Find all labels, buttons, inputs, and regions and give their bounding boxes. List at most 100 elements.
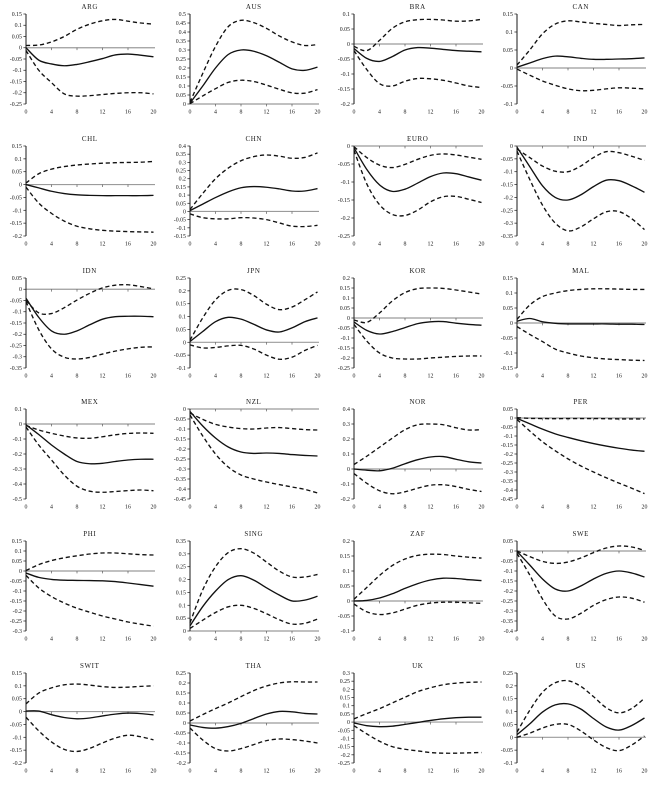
mean-line — [25, 710, 154, 720]
y-tick-label: 0 — [347, 720, 350, 726]
y-tick-label: 0.15 — [175, 591, 185, 597]
x-tick-label: 20 — [314, 109, 320, 115]
y-tick-label: 0 — [510, 321, 513, 327]
lower-band-line — [516, 325, 645, 361]
mean-line — [25, 424, 154, 466]
irf-panel-CHN: CHN 0.4 0.35 0.3 0.25 0.2 0.15 0.1 0.05 0 -0.05 -0.… — [164, 132, 328, 264]
y-tick-label: -0.1 — [13, 589, 22, 595]
x-tick-label: 16 — [453, 109, 459, 115]
x-tick-label: 16 — [125, 769, 131, 775]
irf-panel-ARG: ARG 0.15 0.1 0.05 0 -0.05 -0.1 -0.15 -0.2 -0.25 0 4… — [0, 0, 164, 132]
y-tick-label: -0.05 — [10, 579, 22, 585]
mean-line — [353, 716, 481, 728]
y-tick-label: -0.1 — [340, 737, 349, 743]
y-tick-label: -0.1 — [176, 366, 185, 372]
x-tick-label: 20 — [478, 373, 484, 379]
mean-line — [189, 411, 318, 458]
lower-band-line — [352, 323, 481, 360]
y-tick-label: 0.15 — [339, 696, 349, 702]
irf-chart-NZL: NZL 0 -0.05 -0.1 -0.15 -0.2 -0.25 -0.3 -0.35 -0.4… — [174, 398, 321, 511]
x-tick-label: 4 — [541, 373, 544, 379]
y-tick-label: 0.25 — [175, 671, 185, 677]
x-tick-label: 8 — [403, 373, 406, 379]
y-tick-label: -0.1 — [340, 72, 349, 78]
irf-chart-KOR: KOR 0.2 0.15 0.1 0.05 0 -0.05 -0.1 -0.15 -0.2 -0.2… — [337, 267, 484, 379]
irf-panel-CHL: CHL 0.15 0.1 0.05 0 -0.05 -0.1 -0.15 -0.2 0 4 8 12 16… — [0, 132, 164, 264]
y-tick-label: -0.2 — [13, 234, 22, 240]
y-tick-label: -0.15 — [10, 221, 22, 227]
x-tick-label: 8 — [403, 637, 406, 643]
mean-line — [516, 146, 646, 201]
irf-chart-UK: UK 0.3 0.25 0.2 0.15 0.1 0.05 0 -0.05 -0.1 -0.15 -0… — [337, 662, 484, 775]
x-tick-label: 12 — [427, 505, 433, 511]
x-tick-label: 20 — [478, 769, 484, 775]
lower-band-line — [353, 473, 482, 495]
x-tick-label: 20 — [314, 637, 320, 643]
y-tick-label: -0.15 — [337, 198, 349, 204]
x-tick-label: 12 — [427, 637, 433, 643]
x-tick-label: 12 — [100, 637, 106, 643]
y-tick-label: -0.25 — [501, 208, 513, 214]
panel-title: ARG — [81, 3, 98, 11]
y-tick-label: 0.1 — [178, 701, 185, 707]
y-tick-label: -0.05 — [10, 195, 22, 201]
panel-title: NOR — [409, 398, 426, 406]
y-tick-label: -0.1 — [13, 437, 22, 443]
lower-band-line — [353, 725, 482, 755]
y-tick-label: 0.2 — [506, 684, 513, 690]
y-tick-label: -0.2 — [13, 609, 22, 615]
x-tick-label: 4 — [378, 637, 381, 643]
x-tick-label: 4 — [214, 109, 217, 115]
upper-band-line — [516, 545, 645, 565]
x-tick-label: 0 — [352, 373, 355, 379]
y-tick-label: 0.15 — [503, 276, 513, 282]
y-tick-label: 0 — [183, 629, 186, 635]
irf-panel-ZAF: ZAF 0.2 0.15 0.1 0.05 0 -0.05 -0.1 0 4 8 12 16 20 — [328, 527, 492, 659]
y-tick-label: 0.05 — [339, 712, 349, 718]
x-tick-label: 8 — [239, 637, 242, 643]
y-tick-label: -0.4 — [176, 487, 185, 493]
y-tick-label: -0.2 — [13, 91, 22, 97]
mean-line — [352, 147, 482, 193]
y-tick-label: -0.1 — [176, 226, 185, 232]
x-tick-label: 12 — [591, 241, 597, 247]
x-tick-label: 16 — [453, 505, 459, 511]
x-tick-label: 16 — [616, 769, 622, 775]
y-tick-label: -0.1 — [504, 351, 513, 357]
x-tick-label: 20 — [478, 109, 484, 115]
x-tick-label: 8 — [76, 637, 79, 643]
y-tick-label: 0 — [183, 102, 186, 108]
panel-title: SWE — [573, 530, 590, 538]
panel-title: MEX — [81, 398, 98, 406]
y-tick-label: -0.35 — [10, 366, 22, 372]
y-tick-label: 0.05 — [175, 201, 185, 207]
x-tick-label: 12 — [100, 241, 106, 247]
x-tick-label: 12 — [591, 637, 597, 643]
mean-line — [189, 185, 318, 212]
lower-band-line — [189, 415, 318, 495]
panel-title: THA — [245, 662, 261, 670]
y-tick-label: -0.15 — [10, 599, 22, 605]
x-tick-label: 4 — [50, 505, 53, 511]
y-tick-label: 0.25 — [175, 168, 185, 174]
y-tick-label: 0.1 — [15, 157, 22, 163]
y-tick-label: -0.15 — [501, 366, 513, 372]
x-tick-label: 8 — [239, 373, 242, 379]
y-tick-label: 0.05 — [12, 559, 22, 565]
y-tick-label: -0.1 — [176, 741, 185, 747]
x-tick-label: 0 — [516, 241, 519, 247]
x-tick-label: 8 — [239, 505, 242, 511]
y-tick-label: 0 — [347, 467, 350, 473]
x-tick-label: 4 — [214, 241, 217, 247]
mean-line — [353, 456, 482, 473]
upper-band-line — [189, 19, 318, 103]
x-tick-label: 8 — [567, 373, 570, 379]
x-tick-label: 4 — [378, 769, 381, 775]
x-tick-label: 8 — [567, 109, 570, 115]
x-tick-label: 8 — [567, 637, 570, 643]
